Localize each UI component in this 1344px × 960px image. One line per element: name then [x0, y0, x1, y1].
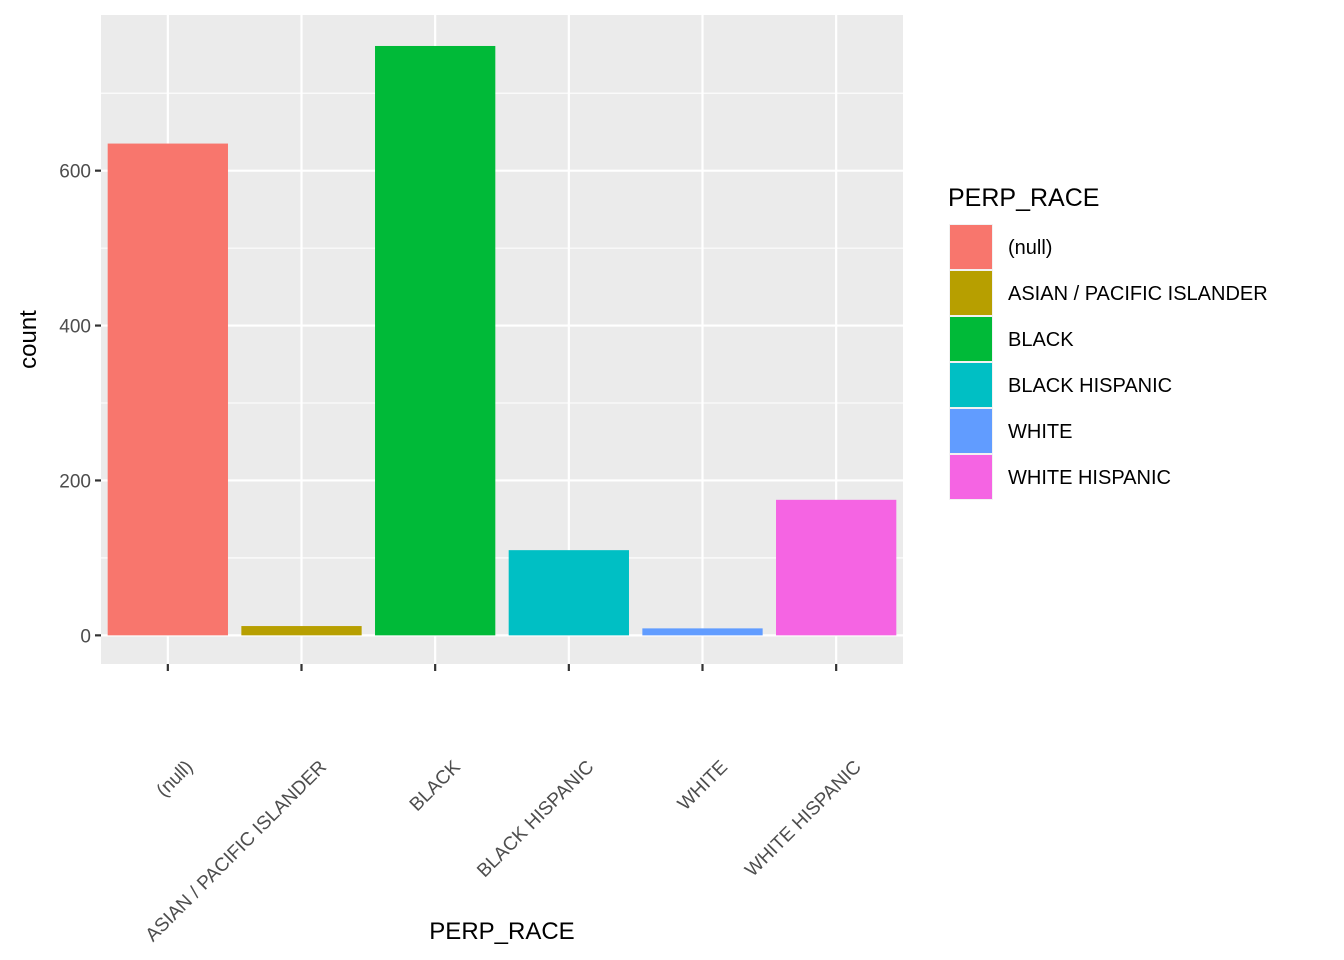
- minor-gridlines: [101, 92, 903, 559]
- x-tick-label: BLACK: [406, 756, 465, 815]
- bar: [776, 499, 897, 636]
- legend-entry-label: WHITE HISPANIC: [1008, 467, 1171, 489]
- x-tick-label: WHITE: [674, 757, 732, 815]
- x-axis: (null)ASIAN / PACIFIC ISLANDER BLACK BLACK…: [142, 664, 866, 946]
- plot-panel: [101, 15, 903, 664]
- x-tick-label: BLACK HISPANIC: [473, 757, 598, 882]
- bar: [241, 626, 362, 636]
- bar: [107, 143, 228, 636]
- legend-key-swatch: [950, 225, 992, 269]
- legend-key-swatch: [950, 455, 992, 499]
- y-tick-label: 400: [59, 317, 91, 338]
- legend-key-swatch: [950, 409, 992, 453]
- bar: [375, 45, 496, 636]
- y-tick-label: 0: [80, 626, 91, 647]
- x-tick-label: WHITE HISPANIC: [741, 757, 865, 881]
- legend-key-swatch: [950, 363, 992, 407]
- x-tick-label: (null): [153, 757, 198, 802]
- y-axis-title: count: [15, 310, 42, 369]
- bar: [508, 550, 629, 636]
- legend-entry-label: BLACK HISPANIC: [1008, 375, 1172, 397]
- y-tick-label: 200: [59, 471, 91, 492]
- y-tick-label: 600: [59, 162, 91, 183]
- bar: [642, 628, 763, 636]
- legend-key-swatch: [950, 271, 992, 315]
- legend-entry-label: BLACK: [1008, 329, 1074, 351]
- legend-title: PERP_RACE: [948, 184, 1099, 212]
- legend-entry-label: (null): [1008, 237, 1052, 259]
- bars: [107, 45, 897, 636]
- legend-key-swatch: [950, 317, 992, 361]
- legend-entry-label: WHITE: [1008, 421, 1072, 443]
- x-axis-title: PERP_RACE: [429, 918, 574, 945]
- legend-entry-label: ASIAN / PACIFIC ISLANDER: [1008, 283, 1268, 305]
- legend: PERP_RACE (null) ASIAN / PACIFIC ISLANDER…: [948, 184, 1268, 500]
- y-axis: 0 200 400 600: [59, 162, 101, 647]
